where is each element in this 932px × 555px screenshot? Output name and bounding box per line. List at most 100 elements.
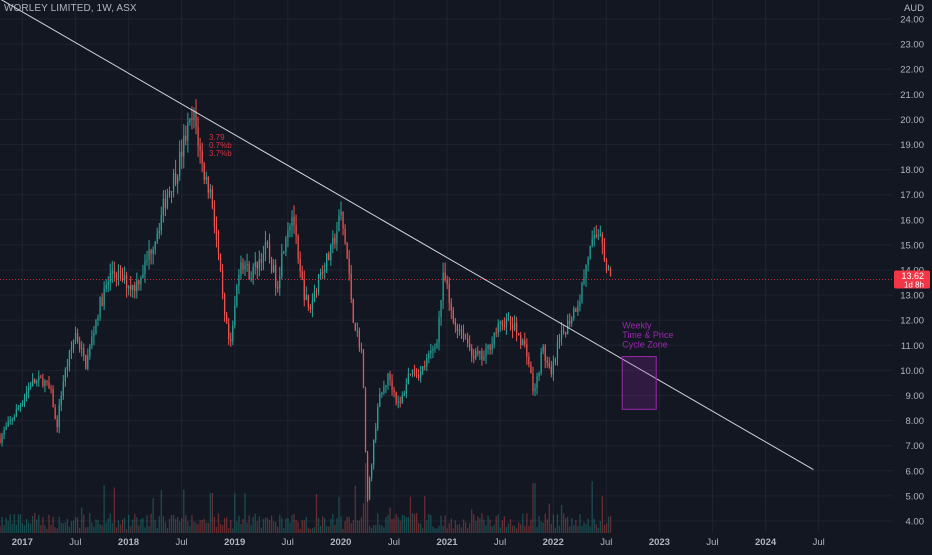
volume-bar xyxy=(240,523,242,533)
volume-bar xyxy=(93,526,95,533)
volume-bar xyxy=(248,515,250,533)
candle-body xyxy=(183,135,185,157)
volume-bar xyxy=(481,513,483,533)
candle-body xyxy=(295,225,297,236)
candle-body xyxy=(172,173,175,193)
symbol-title[interactable]: WORLEY LIMITED, 1W, ASX xyxy=(4,3,137,14)
volume-bar xyxy=(526,513,528,533)
volume-bar xyxy=(548,503,550,533)
candle-body xyxy=(330,244,332,261)
volume-bar xyxy=(358,520,361,533)
candle-body xyxy=(522,340,524,346)
volume-bar xyxy=(168,518,171,533)
candle-body xyxy=(454,321,456,326)
candle-body xyxy=(379,393,381,407)
trendline xyxy=(0,0,814,470)
candle-body xyxy=(226,314,228,324)
volume-bar xyxy=(575,519,577,533)
time-tick-label: Jul xyxy=(600,537,612,548)
candle-body xyxy=(518,333,520,336)
time-tick-label: 2020 xyxy=(330,537,351,548)
candle-body xyxy=(485,348,487,357)
candle-body xyxy=(573,308,575,319)
candle-body xyxy=(105,284,107,289)
candle-body xyxy=(371,464,373,479)
volume-bar xyxy=(593,518,595,533)
candle-body xyxy=(209,189,211,193)
volume-bar xyxy=(285,518,287,533)
candle-body xyxy=(138,280,140,285)
candle-body xyxy=(36,380,38,384)
candle-body xyxy=(591,238,593,247)
volume-bar xyxy=(119,524,122,533)
drawings[interactable]: Weekly Time & Price Cycle Zone 3.790.7%b3.7… xyxy=(0,0,893,470)
volume-bar xyxy=(130,526,132,533)
top-label: 3.79 xyxy=(209,133,225,142)
time-tick-label: Jul xyxy=(706,537,718,548)
time-tick-label: Jul xyxy=(494,537,506,548)
candle-body xyxy=(464,338,467,340)
candle-body xyxy=(515,322,518,334)
volume-bar xyxy=(228,528,230,533)
candle-body xyxy=(605,260,608,271)
candle-body xyxy=(179,151,181,177)
volume-bar xyxy=(156,528,158,533)
candle-body xyxy=(332,237,334,245)
candle-body xyxy=(168,190,171,196)
volume-bar xyxy=(469,522,471,533)
volume-bar xyxy=(583,522,585,533)
candle-body xyxy=(562,330,565,333)
candle-body xyxy=(264,242,267,255)
candle-body xyxy=(381,392,383,394)
volume-bar xyxy=(23,525,26,533)
volume-bar xyxy=(205,522,207,533)
volume-bar xyxy=(564,517,567,533)
volume-bar xyxy=(567,516,569,533)
candle-body xyxy=(383,386,385,393)
candle-body xyxy=(99,297,101,317)
volume-bar xyxy=(389,507,391,533)
candle-body xyxy=(554,358,557,363)
volume-bar xyxy=(373,525,375,533)
candle-body xyxy=(46,380,48,383)
cycle-zone-label-line: Weekly xyxy=(622,321,652,331)
candle-body xyxy=(481,351,483,360)
candle-body xyxy=(564,332,567,335)
candle-body xyxy=(560,330,563,339)
candle-body xyxy=(201,150,203,164)
volume-bar xyxy=(536,526,538,533)
volume-bar xyxy=(76,517,79,533)
volume-bar xyxy=(509,519,512,533)
volume-bar xyxy=(485,525,487,533)
candle-body xyxy=(130,285,132,290)
volume-bar xyxy=(515,528,518,533)
candle-body xyxy=(15,409,17,417)
volume-bar xyxy=(573,525,575,533)
candle-body xyxy=(393,389,395,393)
candle-body xyxy=(170,190,173,193)
candle-body xyxy=(446,279,448,285)
volume-bar xyxy=(364,463,367,533)
volume-bar xyxy=(497,514,499,533)
candle-body xyxy=(268,244,271,259)
candle-body xyxy=(460,329,463,333)
cycle-zone-label: Weekly Time & Price Cycle Zone xyxy=(622,321,673,350)
volume-bar xyxy=(350,523,352,533)
candle-body xyxy=(497,323,499,333)
volume-bar xyxy=(187,521,189,533)
candle-body xyxy=(309,307,312,310)
candle-body xyxy=(599,234,601,236)
volume-bar xyxy=(140,518,142,533)
candle-body xyxy=(72,340,75,348)
volume-bar xyxy=(326,526,328,533)
volume-bar xyxy=(556,514,559,533)
volume-bar xyxy=(166,527,169,533)
volume-bar xyxy=(181,518,183,533)
volume-bar xyxy=(307,527,309,533)
candle-body xyxy=(377,406,379,429)
candle-body xyxy=(174,173,177,184)
volume-bar xyxy=(560,505,563,533)
price-tick-label: 21.00 xyxy=(900,90,924,101)
